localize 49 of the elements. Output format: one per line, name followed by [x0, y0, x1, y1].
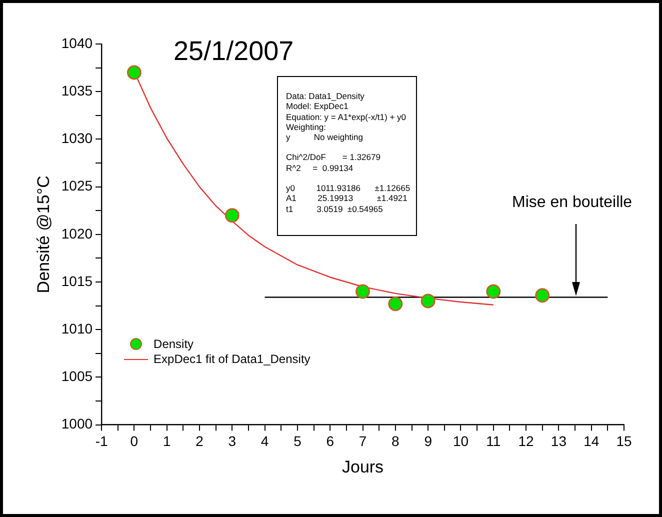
annotation: y0 1011.93186 ±1.12665 — [286, 183, 410, 194]
x-tick-label: 6 — [326, 433, 334, 450]
x-tick-label: 5 — [294, 433, 302, 450]
x-tick-label: 10 — [452, 433, 469, 450]
x-tick-label: 15 — [616, 433, 632, 450]
x-tick-label: 3 — [228, 433, 236, 450]
x-tick-label: 9 — [424, 433, 432, 450]
x-axis-title: Jours — [342, 457, 384, 476]
annotation: Mise en bouteille — [512, 194, 632, 212]
y-axis-title: Densité @15°C — [34, 176, 53, 294]
x-tick-label: -1 — [95, 433, 108, 450]
y-tick-label: 1015 — [61, 272, 93, 289]
legend-label: ExpDec1 fit of Data1_Density — [154, 352, 310, 367]
y-tick-label: 1010 — [61, 320, 93, 336]
x-tick-label: 14 — [584, 433, 600, 450]
legend-label: Density — [154, 336, 194, 352]
annotation: Data: Data1_Density — [286, 91, 366, 102]
annotation: t1 3.0519 ±0.54965 — [286, 204, 384, 214]
x-tick-label: 2 — [196, 433, 204, 450]
y-tick-label: 1040 — [61, 34, 93, 51]
x-tick-label: 4 — [260, 433, 269, 450]
x-tick-label: 12 — [518, 433, 534, 450]
x-tick-label: 0 — [130, 433, 138, 450]
x-tick-label: 7 — [358, 433, 367, 450]
point — [535, 288, 550, 303]
point — [388, 296, 403, 312]
annotation: Model: ExpDec1 — [286, 101, 350, 112]
point — [420, 294, 436, 308]
y-tick-label: 1000 — [61, 416, 93, 432]
annotation: y No weighting — [286, 132, 364, 142]
y-tick-label: 1005 — [61, 368, 93, 384]
point — [356, 284, 370, 299]
annotation: Equation: y = A1*exp(-x/t1) + y0 — [286, 112, 408, 122]
chart-title: 25/1/2007 — [174, 36, 294, 67]
point — [126, 65, 142, 80]
y-tick-label: 1035 — [61, 82, 93, 98]
y-tick-label: 1030 — [61, 130, 93, 146]
annotation: Chi^2/DoF = 1.32679 — [286, 152, 382, 163]
x-tick-label: 8 — [392, 433, 400, 450]
x-tick-label: 13 — [550, 433, 567, 450]
annotation: R^2 = 0.99134 — [286, 162, 354, 174]
x-tick-label: 11 — [486, 433, 501, 450]
annotation: Weighting: — [286, 122, 326, 132]
y-tick-label: 1020 — [61, 225, 93, 242]
x-tick-label: 1 — [162, 433, 171, 450]
point — [486, 284, 501, 299]
y-tick-label: 1025 — [61, 178, 93, 194]
point — [224, 208, 240, 223]
annotation: A1 25.19913 ±1.4921 — [286, 193, 408, 204]
